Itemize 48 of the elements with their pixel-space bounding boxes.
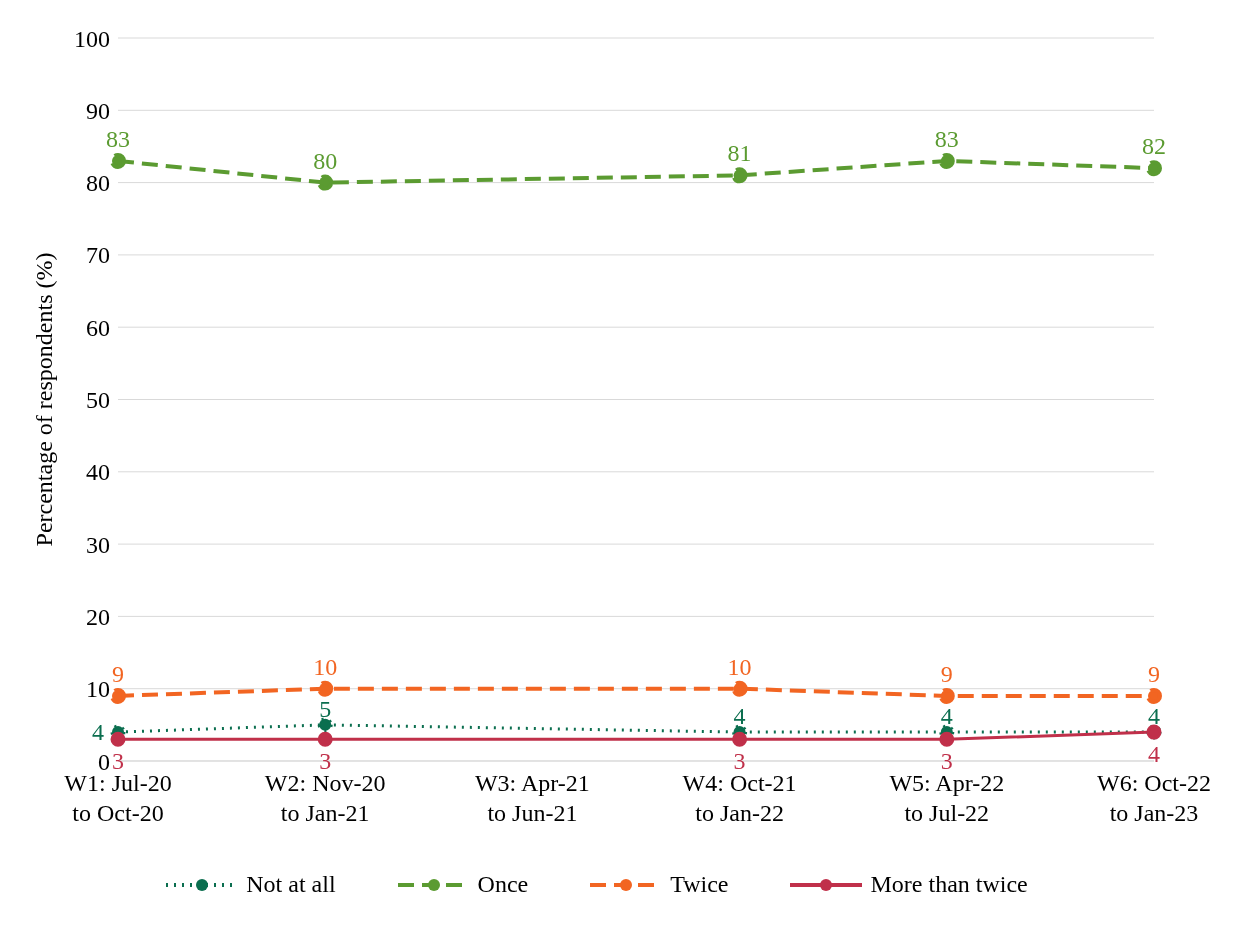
- y-axis-title: Percentage of respondents (%): [30, 252, 57, 547]
- legend-label: Not at all: [246, 871, 336, 898]
- y-tick-label: 30: [86, 531, 110, 558]
- point: [732, 731, 748, 747]
- y-tick-label: 80: [86, 170, 110, 197]
- data-label: 4: [1148, 741, 1160, 768]
- y-tick-label: 90: [86, 97, 110, 124]
- point: [317, 680, 334, 697]
- data-label: 10: [313, 653, 338, 680]
- y-tick-label: 100: [74, 25, 110, 52]
- point: [938, 687, 955, 704]
- y-tick-label: 60: [86, 314, 110, 341]
- point: [938, 152, 955, 169]
- data-label: 9: [1148, 660, 1160, 687]
- x-tick-label: W6: Oct-22 to Jan-23: [1097, 770, 1211, 826]
- point: [317, 731, 333, 747]
- y-tick-label: 40: [86, 459, 110, 486]
- data-label: 81: [727, 140, 752, 167]
- point: [731, 167, 748, 184]
- data-label: 9: [940, 660, 953, 687]
- legend-label: Once: [477, 871, 529, 898]
- data-label: 80: [313, 147, 338, 174]
- data-label: 4: [1148, 703, 1160, 730]
- point: [110, 731, 126, 747]
- data-label: 4: [733, 703, 746, 730]
- y-tick-label: 10: [86, 676, 110, 703]
- point: [110, 152, 126, 169]
- point: [1146, 160, 1162, 177]
- y-tick-label: 20: [86, 603, 110, 630]
- data-label: 9: [112, 660, 124, 687]
- data-label: 5: [319, 695, 332, 722]
- data-label: 83: [934, 125, 959, 152]
- x-tick-label: W3: Apr-21 to Jun-21: [474, 770, 590, 826]
- data-label: 83: [106, 125, 130, 152]
- point: [1146, 687, 1162, 704]
- legend-label: More than twice: [870, 871, 1028, 898]
- point: [939, 731, 955, 747]
- legend-label: Twice: [670, 871, 729, 898]
- data-label: 4: [92, 719, 104, 746]
- point: [110, 687, 126, 704]
- point: [317, 174, 334, 191]
- data-label: 4: [940, 703, 953, 730]
- y-tick-label: 70: [86, 242, 110, 269]
- data-label: 10: [727, 653, 752, 680]
- data-label: 82: [1142, 133, 1166, 160]
- point: [731, 680, 748, 697]
- y-tick-label: 50: [86, 387, 110, 414]
- point: [317, 717, 333, 733]
